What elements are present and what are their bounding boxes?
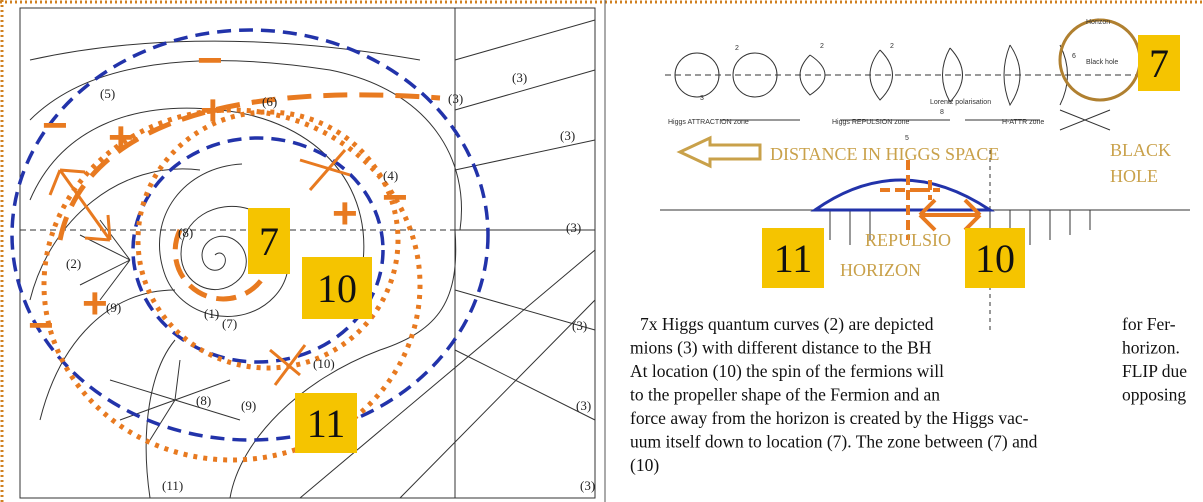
label: (3) [512,70,527,85]
paragraph-line: force away from the horizon is created b… [630,408,1029,428]
paragraph-line: 7x Higgs quantum curves (2) are depicted [640,314,934,334]
paragraph-line: horizon. [1122,338,1180,358]
label: (3) [448,91,463,106]
orange-marks [880,160,940,240]
box-label: 11 [774,236,813,281]
yellow-box [1138,35,1180,91]
box-label: 11 [307,401,346,446]
distance-label: DISTANCE IN HIGGS SPACE [770,144,999,164]
yellow-box [295,393,357,453]
paragraph-line: opposing [1122,385,1186,405]
repulsion-label: HORIZON [840,260,921,280]
label: (9) [241,398,256,413]
label: (3) [560,128,575,143]
label: (10) [313,356,335,371]
label: (8) [196,393,211,408]
orange-arrow [48,168,112,242]
sign: + [200,86,226,135]
distance-arrow [676,135,762,169]
sign: + [82,279,108,328]
paragraph-line: FLIP due [1122,361,1187,381]
blue-dashed-circle [131,136,385,364]
small-label: 2 [735,45,739,52]
fan [109,359,241,441]
label: (9) [106,300,121,315]
yellow-box [302,257,372,319]
yellow-box [762,228,824,288]
fermion-icon [1003,44,1021,107]
sign: − [197,36,223,85]
fan [79,219,131,301]
curve [229,229,457,499]
box-label: 7 [1149,41,1169,86]
label: (3) [576,398,591,413]
blue-dashed-circle [10,28,490,442]
box-label: 7 [259,219,279,264]
label: (5) [100,86,115,101]
box-label: 10 [317,266,357,311]
ray [299,19,596,499]
sign: − [42,101,68,150]
label: (3) [572,318,587,333]
small-label: 8 [940,109,944,116]
label: (3) [580,478,595,493]
small-label: 3 [700,95,704,102]
small-label: Horizon [1086,19,1110,26]
fermion-icon [674,52,720,98]
repulsion-label: REPULSIO [865,230,951,250]
fermion-icon [799,54,826,96]
zone-arrow [720,109,1111,131]
yellow-box [248,208,290,274]
sign: + [332,189,358,238]
label: (1) [204,306,219,321]
label: (4) [383,168,398,183]
paragraph-line: uum itself down to location (7). The zon… [630,432,1038,452]
black-hole-label: BLACK [1110,140,1171,160]
small-label: 6 [1072,53,1076,60]
orange-dotted-circle [41,107,423,463]
label: (2) [66,256,81,271]
small-label: 5 [905,135,909,142]
label: (6) [262,94,277,109]
paragraph-line: for Fer- [1122,314,1176,334]
yellow-box [965,228,1025,288]
fermion-icon [942,47,963,103]
small-label: Higgs REPULSION zone [832,119,910,126]
label: (3) [566,220,581,235]
blue-circles [10,28,490,442]
paragraph-line: to the propeller shape of the Fermion an… [630,385,940,405]
small-label: Lorentz polarisation [930,99,991,106]
sign: + [108,113,134,162]
label: (8) [178,225,193,240]
curve [29,60,462,231]
fermion-icon [732,52,778,98]
spiral [159,163,289,317]
sign: − [382,173,408,222]
orange-dashed-arc [57,92,441,241]
orange-arrow [269,149,351,386]
small-label: H-ATTR zone [1002,119,1044,126]
small-label: 2 [820,43,824,50]
paragraph-line: At location (10) the spin of the fermion… [630,361,944,381]
small-label: Black hole [1086,59,1118,66]
label: (7) [222,316,237,331]
paragraph-line: (10) [630,455,659,475]
frame [19,7,596,499]
small-label: Higgs ATTRACTION zone [668,119,749,126]
paragraph-line: mions (3) with different distance to the… [630,338,932,358]
box-label: 10 [975,236,1015,281]
small-label: 2 [890,43,894,50]
fermion-icon [869,49,893,101]
label: (11) [162,478,183,493]
black-hole-label: HOLE [1110,166,1158,186]
orange-marks [41,92,441,463]
orange-arrow [918,198,982,232]
curve [145,339,176,499]
orange-dotted-circle [135,109,401,371]
sign: − [28,301,54,350]
